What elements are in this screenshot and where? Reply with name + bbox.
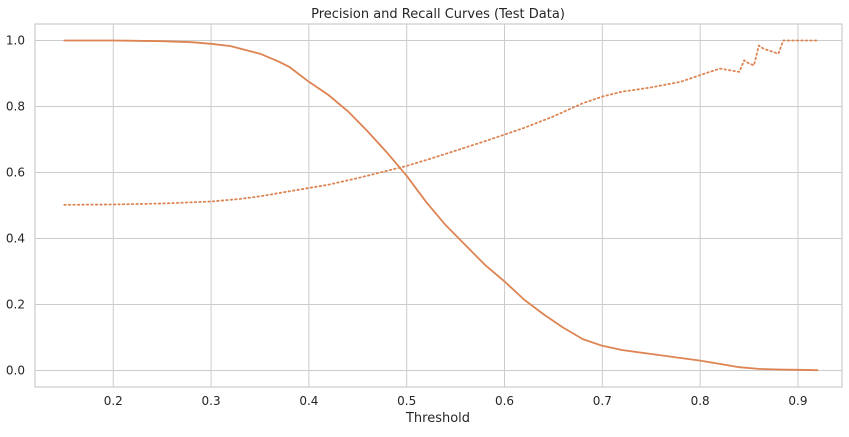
x-tick-label: 0.4 bbox=[299, 394, 318, 408]
y-tick-label: 0.2 bbox=[6, 298, 25, 312]
x-axis-label: Threshold bbox=[405, 411, 470, 426]
x-tick-label: 0.7 bbox=[593, 394, 612, 408]
plot-frame bbox=[34, 23, 843, 388]
grid-lines bbox=[35, 24, 842, 387]
chart-title: Precision and Recall Curves (Test Data) bbox=[311, 7, 565, 22]
dotted-series-line bbox=[63, 39, 819, 206]
y-tick-label: 0.4 bbox=[6, 232, 25, 246]
x-tick-label: 0.2 bbox=[104, 394, 123, 408]
x-tick-label: 0.3 bbox=[202, 394, 221, 408]
x-tick-label: 0.8 bbox=[691, 394, 710, 408]
y-tick-label: 1.0 bbox=[6, 34, 25, 48]
y-tick-label: 0.8 bbox=[6, 100, 25, 114]
x-tick-label: 0.9 bbox=[788, 394, 807, 408]
x-tick-label: 0.6 bbox=[495, 394, 514, 408]
y-tick-label: 0.0 bbox=[6, 364, 25, 378]
x-tick-label: 0.5 bbox=[397, 394, 416, 408]
series-layer bbox=[63, 39, 819, 372]
solid-series-line bbox=[63, 39, 819, 372]
y-tick-label: 0.6 bbox=[6, 166, 25, 180]
tick-labels: 0.2 0.3 0.4 0.5 0.6 0.7 0.8 0.9 0.0 0.2 0.4 0.6 0.8 1… bbox=[6, 34, 808, 409]
